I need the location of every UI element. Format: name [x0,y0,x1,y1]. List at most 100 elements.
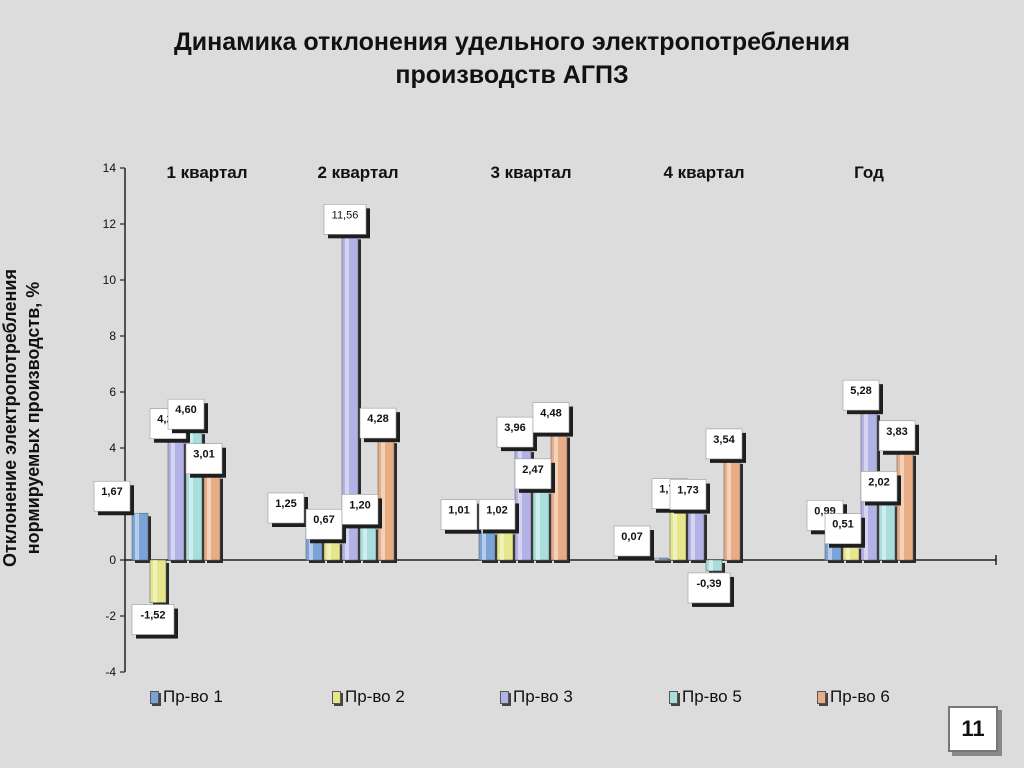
bar [687,511,707,563]
bar-body [550,434,568,561]
legend-label: Пр-во 6 [830,687,890,706]
bar-highlight [207,475,211,560]
data-label-text: 1,73 [677,485,698,497]
bar-body [687,511,705,561]
data-label: 1,20 [341,494,382,529]
data-label: 0,67 [305,508,346,544]
data-label-text: 3,83 [886,426,907,438]
data-label-box [705,428,743,460]
bar-shadow [655,561,671,563]
y-tick-label: 10 [103,273,117,287]
data-label-text: 4,48 [540,408,561,420]
data-label-box [687,572,731,604]
bar [842,545,862,563]
data-label-text: 0,67 [313,514,334,526]
bar [532,490,552,563]
data-label-text: 3,54 [713,434,735,446]
title-line-2: производств АГПЗ [395,61,629,89]
data-label-text: -1,52 [140,610,165,622]
bar-body [478,531,496,561]
legend-item: Пр-во 3 [500,687,573,707]
bar-highlight [536,490,540,560]
data-label: 3,01 [185,443,226,478]
data-label-box [341,494,379,525]
bar-body [532,490,550,561]
legend-swatch [817,690,826,704]
legend-label: Пр-во 5 [682,687,742,706]
data-label-box [359,407,397,439]
bar-highlight [673,510,677,560]
bar-body [705,559,723,572]
y-tick-label: -4 [105,665,116,679]
legend-swatch [669,690,678,704]
legend-item: Пр-во 1 [150,687,223,707]
data-label-box [860,471,898,502]
bar-body [131,512,149,561]
bar-highlight [900,452,904,560]
data-label: 1,73 [669,479,710,514]
bar-highlight [171,440,175,560]
category-label: 4 квартал [663,163,744,182]
data-label-box [478,499,516,530]
data-label-box [514,458,552,490]
bar-highlight [345,236,349,560]
bar [149,559,169,606]
bar-highlight [153,560,157,603]
y-tick-label: 12 [103,217,117,231]
legend-label: Пр-во 1 [163,687,223,706]
data-label: 0,07 [613,525,654,561]
data-label-box [305,508,343,540]
data-label-text: 1,67 [101,486,122,498]
bar-highlight [518,449,522,560]
data-label-text: 4,28 [367,413,388,425]
page-number: 11 [948,706,998,752]
bar-body [359,526,377,561]
data-label-box [842,379,880,411]
bar-body [496,531,514,561]
bar-highlight [381,440,385,560]
legend-swatch [332,690,341,704]
legend-swatch [500,690,509,704]
bar-highlight [327,541,331,560]
category-label: 2 квартал [317,163,398,182]
data-label: 1,67 [93,480,134,516]
data-label: 2,47 [514,458,555,493]
data-label-box [878,420,916,452]
data-label: 1,01 [440,499,481,534]
bar-body [203,475,221,561]
bar [131,512,151,563]
legend-label: Пр-во 2 [345,687,405,706]
data-label-box [131,604,175,635]
data-label: 4,48 [532,402,573,437]
data-label: 1,25 [267,492,308,527]
data-label-box [185,443,223,475]
data-label: 11,56 [323,204,370,239]
data-label: 0,51 [824,513,865,548]
data-label: 2,02 [860,471,901,506]
data-label-box [613,525,651,557]
y-tick-label: 0 [109,553,116,567]
data-label-text: -0,39 [696,578,721,590]
y-tick-label: 8 [109,329,116,343]
bar-body [651,557,669,561]
data-label-text: 2,02 [868,476,889,488]
bar [896,452,916,563]
data-label-text: 1,20 [349,499,370,511]
bar [496,531,516,563]
y-tick-label: -2 [105,609,116,623]
category-label: 3 квартал [490,163,571,182]
data-label-text: 1,02 [486,504,507,516]
y-tick-label: 14 [103,161,117,175]
bar-highlight [709,560,713,571]
category-label: Год [854,163,884,182]
data-label: 4,60 [167,398,208,434]
bar [705,559,725,574]
bar [359,526,379,563]
data-label: -0,39 [687,572,734,607]
data-label: 3,96 [496,416,537,452]
bar-highlight [189,431,193,560]
bar-body [896,452,914,561]
bar-body [723,460,741,561]
bar-highlight [482,531,486,560]
